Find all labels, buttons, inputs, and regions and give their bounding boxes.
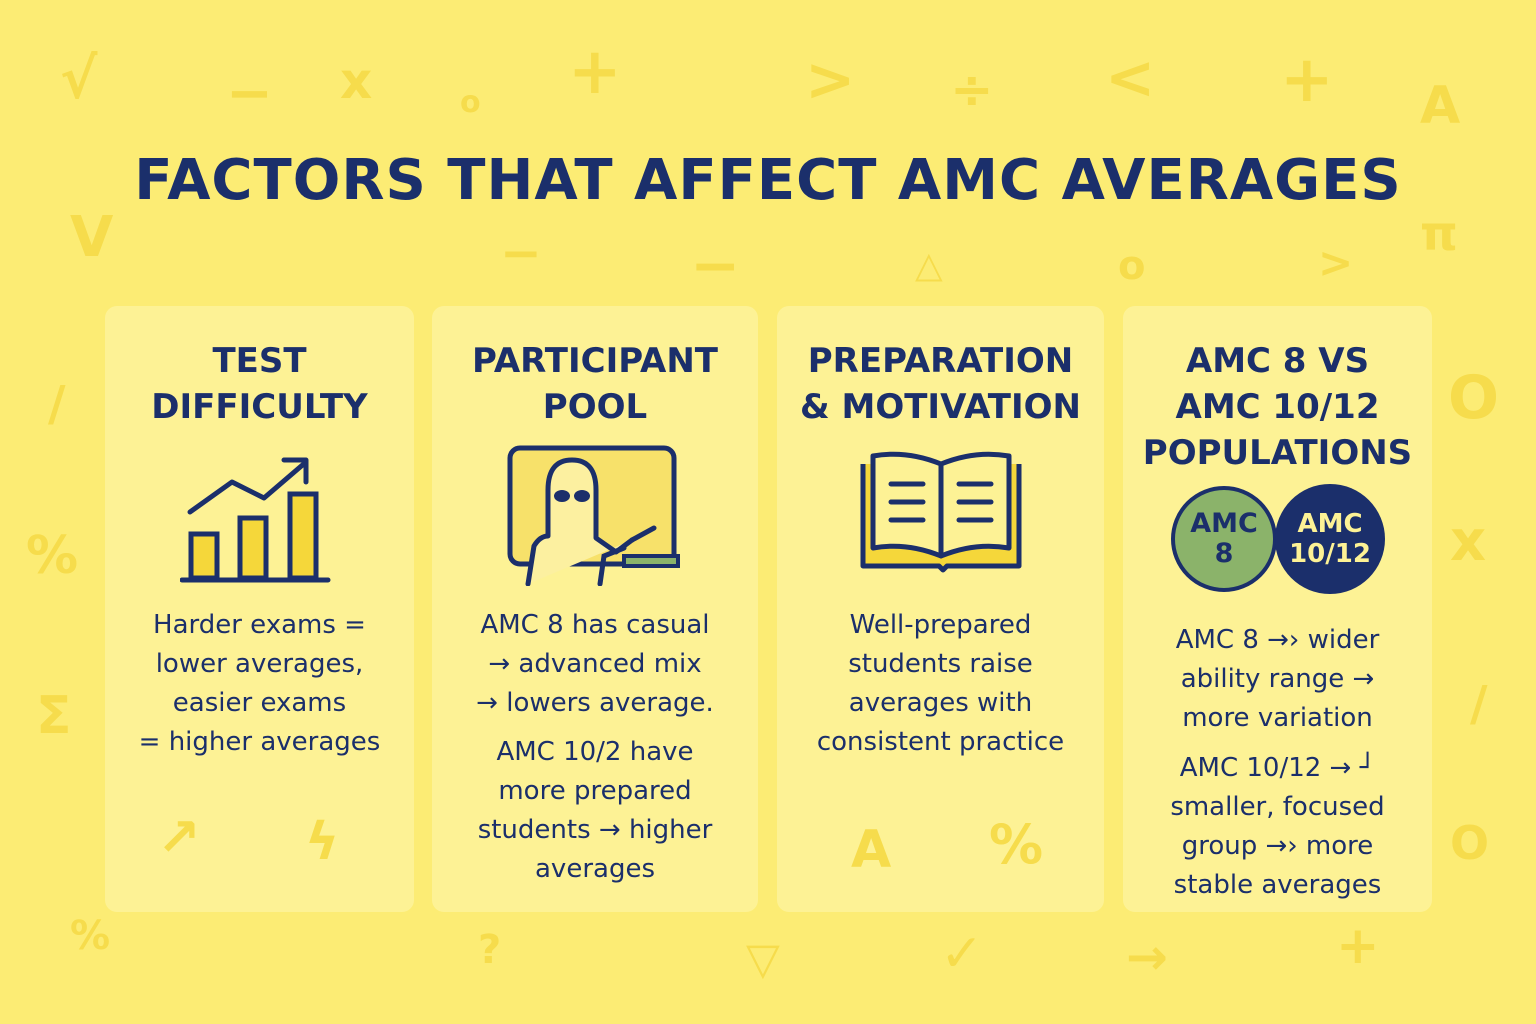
circle-symbol: O: [1450, 816, 1490, 870]
times-symbol: x: [1450, 509, 1487, 574]
card-title: PREPARATION & MOTIVATION: [800, 341, 1081, 427]
minus-symbol: −: [226, 61, 273, 126]
card-title: PARTICIPANT POOL: [472, 341, 718, 427]
amc-10-12-badge: AMC 10/12: [1275, 484, 1385, 594]
arrow-right-symbol: →: [1126, 928, 1168, 986]
plus-symbol: +: [1336, 916, 1380, 976]
card-description: AMC 8 has casual → advanced mix → lowers…: [476, 610, 714, 718]
card-amc-populations: AMC 8 VS AMC 10/12 POPULATIONS AMC 8 AMC…: [1123, 306, 1432, 912]
lightning-decor-icon: ϟ: [305, 812, 340, 872]
check-symbol: ✓: [940, 924, 984, 984]
sigma-symbol: Σ: [36, 686, 72, 746]
minus-symbol: −: [500, 224, 542, 282]
greater-symbol: >: [1318, 238, 1354, 287]
teacher-at-board-icon: [432, 444, 758, 590]
card-title: AMC 8 VS AMC 10/12 POPULATIONS: [1142, 341, 1413, 473]
triangle-down-symbol: ▽: [746, 934, 780, 985]
pi-symbol: π: [1420, 206, 1458, 262]
card-description-secondary: AMC 10/12 → ┘ smaller, focused group →› …: [1170, 753, 1385, 900]
slash-symbol: /: [48, 376, 66, 432]
triangle-symbol: △: [915, 245, 943, 286]
arrow-decor-icon: ↗: [157, 808, 201, 868]
bar-chart-trend-icon: [105, 454, 414, 590]
amc-8-badge-label: AMC 8: [1190, 508, 1258, 569]
card-description: Harder exams = lower averages, easier ex…: [138, 610, 381, 757]
less-symbol: <: [1105, 43, 1156, 113]
circle-symbol: o: [1118, 243, 1146, 289]
amc-8-badge: AMC 8: [1171, 486, 1277, 592]
sqrt-symbol: √: [60, 47, 98, 112]
letter-v-symbol: V: [70, 205, 114, 270]
percent-symbol: %: [26, 526, 79, 586]
circle-symbol: O: [1448, 363, 1500, 433]
divide-symbol: ÷: [950, 60, 994, 120]
plus-symbol: +: [1280, 43, 1334, 117]
card-participant-pool: PARTICIPANT POOL AMC 8 has casual → adva…: [432, 306, 758, 912]
letter-a-symbol: A: [1420, 76, 1461, 136]
page-title: FACTORS THAT AFFECT AMC AVERAGES: [134, 148, 1402, 213]
question-symbol: ?: [478, 927, 502, 973]
amc-badges: AMC 8 AMC 10/12: [1169, 484, 1389, 594]
percent-symbol: %: [70, 913, 111, 959]
card-title: TEST DIFFICULTY: [151, 341, 368, 427]
open-book-icon: [777, 450, 1104, 578]
card-test-difficulty: TEST DIFFICULTY Harder exams = lower ave…: [105, 306, 414, 912]
card-description-secondary: AMC 10/2 have more prepared students → h…: [477, 737, 713, 884]
plus-symbol: +: [568, 35, 622, 109]
greater-symbol: >: [805, 45, 856, 115]
circle-symbol: o: [460, 85, 481, 120]
percent-decor-icon: %: [989, 813, 1044, 876]
card-preparation-motivation: PREPARATION & MOTIVATION Well-prepared s…: [777, 306, 1104, 912]
minus-symbol: −: [690, 231, 741, 301]
times-symbol: x: [340, 52, 373, 110]
card-description: AMC 8 →› wider ability range → more vari…: [1175, 625, 1380, 733]
amc-10-12-badge-label: AMC 10/12: [1289, 509, 1371, 569]
letter-a-decor-icon: A: [851, 820, 892, 880]
card-description: Well-prepared students raise averages wi…: [816, 610, 1065, 757]
slash-symbol: /: [1470, 676, 1488, 732]
